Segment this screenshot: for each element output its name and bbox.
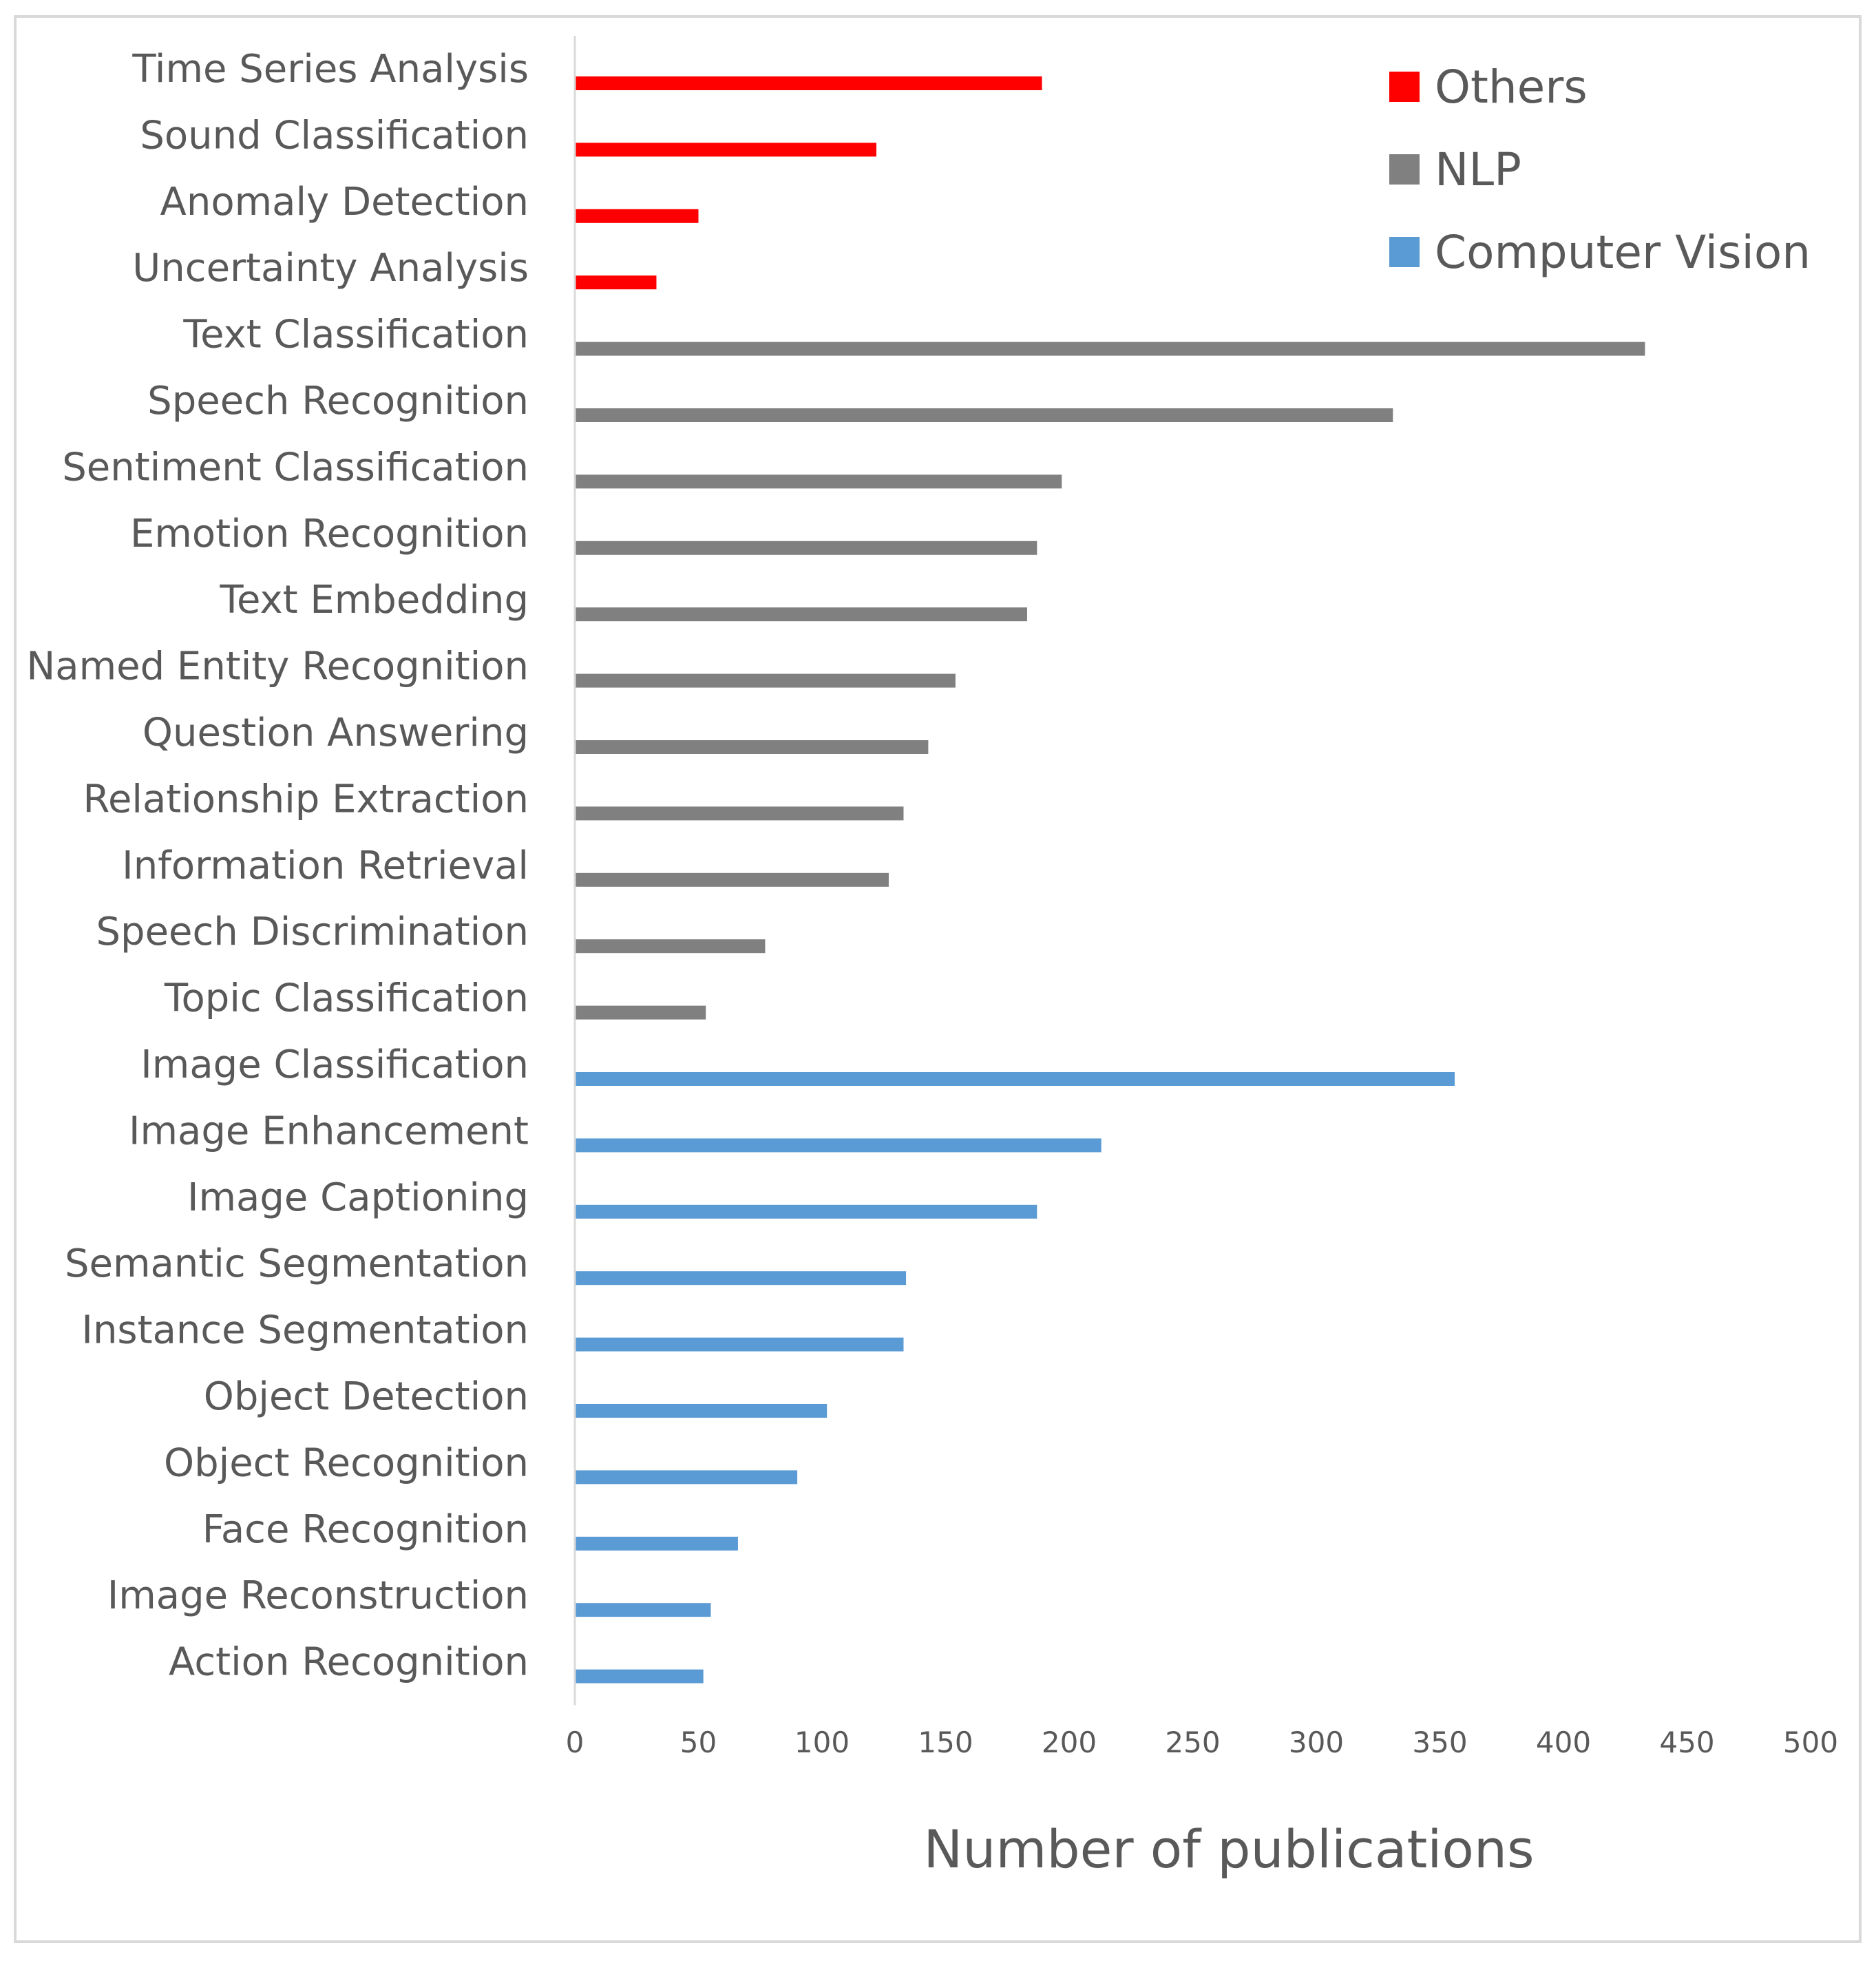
category-label-image-captioning: Image Captioning xyxy=(187,1175,529,1220)
bar-image-captioning xyxy=(575,1204,1037,1219)
x-tick-label: 50 xyxy=(680,1726,717,1759)
category-label-sound-classification: Sound Classification xyxy=(140,113,529,158)
category-label-topic-classification: Topic Classification xyxy=(164,976,529,1021)
category-label-instance-segmentation: Instance Segmentation xyxy=(81,1308,529,1353)
category-label-information-retrieval: Information Retrieval xyxy=(122,843,529,888)
bar-question-answering xyxy=(575,740,929,754)
category-label-sentiment-classification: Sentiment Classification xyxy=(62,445,529,490)
bar-speech-discrimination xyxy=(575,939,766,954)
category-label-text-classification: Text Classification xyxy=(182,313,529,357)
bar-speech-recognition xyxy=(575,408,1393,422)
x-tick-label: 300 xyxy=(1289,1726,1344,1759)
bar-text-embedding xyxy=(575,607,1027,622)
bar-sound-classification xyxy=(575,143,876,157)
category-label-face-recognition: Face Recognition xyxy=(202,1507,529,1552)
bar-named-entity-recognition xyxy=(575,673,956,688)
bar-uncertainty-analysis xyxy=(575,275,657,290)
x-tick-label: 500 xyxy=(1783,1726,1838,1759)
category-label-speech-recognition: Speech Recognition xyxy=(147,379,529,423)
bar-image-enhancement xyxy=(575,1138,1102,1153)
category-label-object-detection: Object Detection xyxy=(204,1374,529,1419)
category-label-time-series-analysis: Time Series Analysis xyxy=(131,47,529,92)
x-tick-label: 350 xyxy=(1412,1726,1467,1759)
bar-face-recognition xyxy=(575,1536,738,1551)
legend-label-nlp: NLP xyxy=(1435,143,1521,196)
x-tick-label: 250 xyxy=(1165,1726,1220,1759)
category-label-text-embedding: Text Embedding xyxy=(219,578,529,622)
chart-frame xyxy=(14,15,1862,1943)
category-label-image-classification: Image Classification xyxy=(140,1042,529,1087)
legend: Others NLP Computer Vision xyxy=(1389,61,1811,279)
bar-relationship-extraction xyxy=(575,806,904,821)
bar-image-classification xyxy=(575,1072,1455,1086)
category-label-image-enhancement: Image Enhancement xyxy=(129,1109,529,1153)
category-label-question-answering: Question Answering xyxy=(143,711,529,755)
bar-topic-classification xyxy=(575,1005,706,1020)
x-tick-label: 200 xyxy=(1042,1726,1097,1759)
category-label-uncertainty-analysis: Uncertainty Analysis xyxy=(132,246,529,291)
x-tick-label: 0 xyxy=(566,1726,584,1759)
bar-sentiment-classification xyxy=(575,474,1062,489)
bar-emotion-recognition xyxy=(575,541,1037,555)
category-label-anomaly-detection: Anomaly Detection xyxy=(160,180,529,224)
category-label-image-reconstruction: Image Reconstruction xyxy=(107,1573,529,1618)
bar-information-retrieval xyxy=(575,872,889,887)
bars-layer xyxy=(575,76,1645,1684)
x-tick-label: 150 xyxy=(918,1726,973,1759)
legend-swatch-nlp xyxy=(1389,154,1420,185)
category-label-action-recognition: Action Recognition xyxy=(169,1640,529,1685)
category-label-relationship-extraction: Relationship Extraction xyxy=(83,777,529,821)
legend-swatch-computer-vision xyxy=(1389,237,1420,267)
bar-image-reconstruction xyxy=(575,1603,711,1617)
bar-object-recognition xyxy=(575,1470,798,1485)
bar-time-series-analysis xyxy=(575,76,1042,90)
bar-instance-segmentation xyxy=(575,1337,904,1352)
category-label-object-recognition: Object Recognition xyxy=(164,1440,529,1485)
x-tick-label: 100 xyxy=(794,1726,850,1759)
bar-semantic-segmentation xyxy=(575,1271,907,1286)
x-tick-label: 450 xyxy=(1659,1726,1714,1759)
legend-label-others: Others xyxy=(1435,61,1588,114)
category-label-semantic-segmentation: Semantic Segmentation xyxy=(65,1241,529,1286)
legend-swatch-others xyxy=(1389,72,1420,102)
x-axis-ticks: 0 50 100 150 200 250 300 350 400 450 500 xyxy=(566,1726,1838,1759)
category-label-named-entity-recognition: Named Entity Recognition xyxy=(26,644,529,689)
category-labels: Time Series Analysis Sound Classification… xyxy=(26,47,529,1685)
bar-text-classification xyxy=(575,342,1645,356)
category-label-speech-discrimination: Speech Discrimination xyxy=(96,910,529,954)
bar-action-recognition xyxy=(575,1669,704,1684)
bar-anomaly-detection xyxy=(575,209,699,223)
x-axis-title: Number of publications xyxy=(923,1818,1534,1880)
legend-label-computer-vision: Computer Vision xyxy=(1435,226,1811,279)
x-tick-label: 400 xyxy=(1536,1726,1591,1759)
bar-object-detection xyxy=(575,1404,828,1418)
category-label-emotion-recognition: Emotion Recognition xyxy=(130,512,529,556)
